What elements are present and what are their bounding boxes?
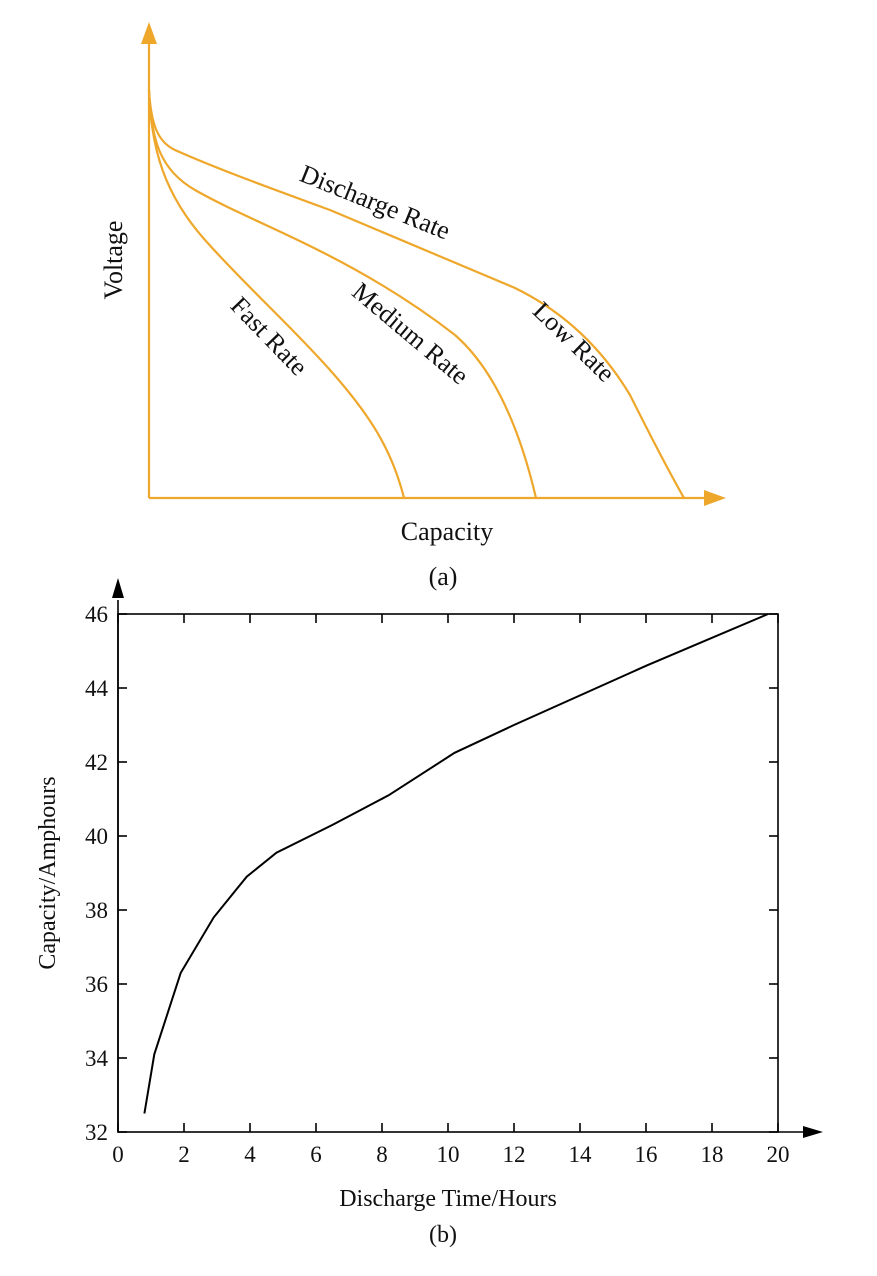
panel-b-x-axis-label: Discharge Time/Hours — [339, 1186, 557, 1212]
series-label-medium-rate: Medium Rate — [347, 277, 475, 391]
series-line-fast-rate — [147, 89, 406, 499]
x-tick-label: 2 — [178, 1142, 190, 1167]
y-tick-label: 36 — [85, 972, 108, 997]
x-tick-label: 8 — [376, 1142, 388, 1167]
x-tick-label: 10 — [437, 1142, 460, 1167]
series-line-medium-rate — [147, 89, 538, 499]
panel-b-y-arrowhead — [112, 578, 124, 598]
y-tick-label: 46 — [85, 602, 108, 627]
x-tick-label: 20 — [767, 1142, 790, 1167]
annotation-discharge-rate: Discharge Rate — [296, 159, 454, 245]
panel-a-x-axis-label: Capacity — [401, 517, 493, 546]
y-tick-label: 34 — [85, 1046, 109, 1071]
x-tick-label: 4 — [244, 1142, 256, 1167]
y-tick-label: 40 — [85, 824, 108, 849]
panel-b-y-axis-label: Capacity/Amphours — [35, 776, 61, 969]
panel-a-x-arrowhead — [704, 490, 726, 506]
series-line — [143, 613, 769, 1114]
y-tick-label: 38 — [85, 898, 108, 923]
x-tick-label: 18 — [701, 1142, 724, 1167]
x-tick-label: 14 — [569, 1142, 593, 1167]
y-tick-label: 32 — [85, 1120, 108, 1145]
series-line-low-rate — [147, 89, 685, 499]
series-label-low-rate: Low Rate — [527, 296, 620, 388]
panel-a-caption: (a) — [429, 562, 458, 591]
panel-a-y-axis-label: Voltage — [99, 221, 128, 300]
panel-a — [147, 40, 708, 500]
panel-a-y-arrowhead — [141, 22, 157, 44]
y-tick-label: 44 — [85, 676, 109, 701]
series-label-fast-rate: Fast Rate — [225, 291, 314, 381]
x-tick-label: 0 — [112, 1142, 124, 1167]
panel-b-plot-frame — [117, 613, 779, 1133]
x-tick-label: 16 — [635, 1142, 658, 1167]
panel-b-x-arrowhead — [803, 1126, 823, 1138]
x-tick-label: 12 — [503, 1142, 526, 1167]
x-tick-label: 6 — [310, 1142, 322, 1167]
panel-b-caption: (b) — [429, 1222, 457, 1248]
y-tick-label: 42 — [85, 750, 108, 775]
